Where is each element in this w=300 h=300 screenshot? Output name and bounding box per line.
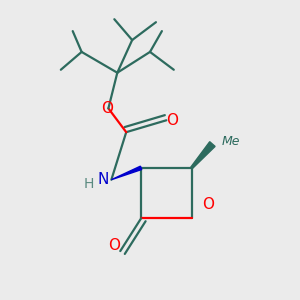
Text: Me: Me (221, 135, 240, 148)
Text: O: O (108, 238, 120, 253)
Polygon shape (191, 142, 215, 169)
Text: O: O (166, 113, 178, 128)
Text: H: H (83, 177, 94, 191)
Text: N: N (97, 172, 108, 187)
Text: O: O (202, 197, 214, 212)
Polygon shape (111, 166, 142, 180)
Text: O: O (101, 101, 113, 116)
